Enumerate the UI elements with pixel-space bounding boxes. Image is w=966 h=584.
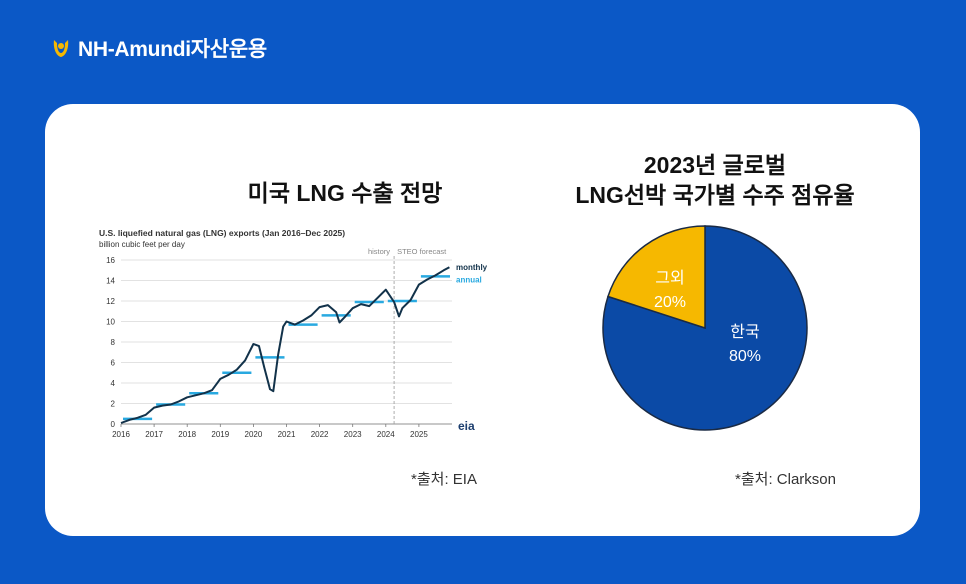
global-lng-share-heading: 2023년 글로벌 LNG선박 국가별 수주 점유율 bbox=[525, 150, 905, 210]
y-tick-label-5: 10 bbox=[106, 318, 115, 327]
source-eia: *출처: EIA bbox=[411, 471, 477, 488]
y-tick-label-7: 14 bbox=[106, 277, 115, 286]
x-tick-label-4: 2020 bbox=[245, 430, 263, 439]
x-tick-label-2: 2018 bbox=[178, 430, 196, 439]
pie-label-korea-value: 80% bbox=[728, 348, 762, 365]
lng-share-pie-chart bbox=[602, 225, 808, 431]
x-tick-label-8: 2024 bbox=[377, 430, 395, 439]
source-clarkson: *출처: Clarkson bbox=[735, 471, 836, 488]
us-lng-exports-chart: U.S. liquefied natural gas (LNG) exports… bbox=[99, 228, 488, 439]
y-tick-label-2: 4 bbox=[111, 379, 116, 388]
monthly-series-line bbox=[120, 266, 450, 424]
chart-title: U.S. liquefied natural gas (LNG) exports… bbox=[99, 228, 345, 238]
nh-logo-icon bbox=[53, 40, 69, 57]
legend-annual: annual bbox=[456, 275, 482, 284]
y-tick-label-1: 2 bbox=[111, 400, 116, 409]
pie-label-others-value: 20% bbox=[653, 294, 687, 311]
y-tick-label-6: 12 bbox=[106, 297, 115, 306]
x-tick-label-1: 2017 bbox=[145, 430, 163, 439]
x-tick-label-6: 2022 bbox=[311, 430, 329, 439]
y-tick-label-3: 6 bbox=[111, 359, 116, 368]
content-card: 미국 LNG 수출 전망 U.S. liquefied natural gas … bbox=[45, 104, 920, 536]
pie-label-korea: 한국 80% bbox=[705, 321, 785, 369]
pie-label-others-name: 그외 bbox=[655, 270, 685, 287]
heading-line-2: LNG선박 국가별 수주 점유율 bbox=[575, 182, 855, 208]
x-tick-label-3: 2019 bbox=[211, 430, 229, 439]
x-tick-label-9: 2025 bbox=[410, 430, 428, 439]
x-tick-label-7: 2023 bbox=[344, 430, 362, 439]
chart-subtitle: billion cubic feet per day bbox=[99, 240, 185, 249]
eia-logo: eia bbox=[458, 419, 475, 433]
brand-name: NH-Amundi자산운용 bbox=[78, 38, 267, 61]
pie-label-others: 그외 20% bbox=[630, 267, 710, 315]
x-tick-label-0: 2016 bbox=[112, 430, 130, 439]
heading-line-1: 2023년 글로벌 bbox=[643, 152, 787, 178]
x-tick-label-5: 2021 bbox=[278, 430, 296, 439]
pie-label-korea-name: 한국 bbox=[730, 324, 760, 341]
y-tick-label-4: 8 bbox=[111, 338, 116, 347]
y-tick-label-0: 0 bbox=[111, 420, 116, 429]
pie-slice-1 bbox=[607, 225, 706, 330]
us-lng-heading: 미국 LNG 수출 전망 bbox=[247, 180, 443, 206]
history-label: history bbox=[368, 247, 390, 256]
legend-monthly: monthly bbox=[456, 263, 488, 272]
forecast-label: STEO forecast bbox=[397, 247, 447, 256]
brand: NH-Amundi자산운용 bbox=[50, 33, 267, 63]
y-tick-label-8: 16 bbox=[106, 256, 115, 265]
